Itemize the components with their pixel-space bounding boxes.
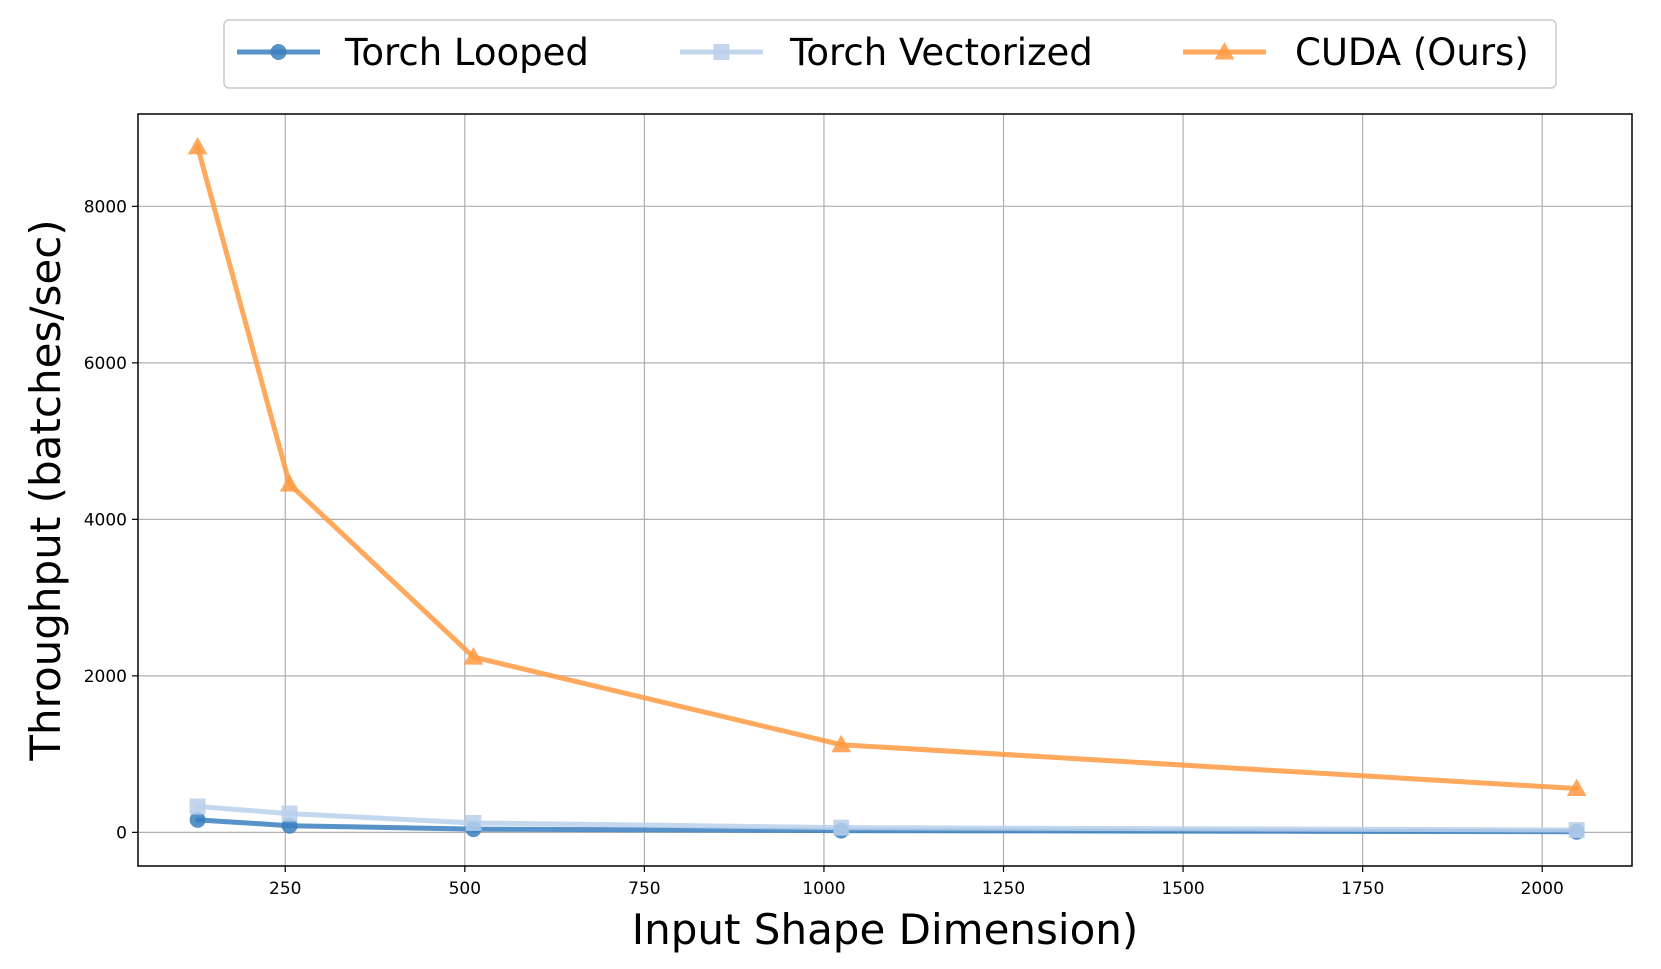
- legend-box: [223, 19, 1557, 89]
- legend-label: CUDA (Ours): [1295, 31, 1529, 74]
- legend-swatch-marker: [1214, 41, 1235, 60]
- y-tick-label: 6000: [84, 354, 127, 374]
- legend-label: Torch Vectorized: [789, 31, 1093, 74]
- data-point-cuda-ours: [187, 136, 208, 155]
- y-tick-label: 0: [116, 823, 127, 843]
- legend-label: Torch Looped: [344, 31, 589, 74]
- series-markers: [187, 136, 1587, 840]
- x-tick-label: 1750: [1341, 879, 1384, 899]
- data-point-cuda-ours: [831, 734, 852, 753]
- x-axis-ticks: 250 500 750 1000 1250 1500 1750 2000: [269, 866, 1564, 899]
- x-tick-label: 250: [269, 879, 301, 899]
- legend: Torch Looped Torch Vectorized CUDA (Ours): [223, 19, 1557, 89]
- data-point-torch-vectorized: [281, 805, 298, 822]
- data-point-cuda-ours: [1566, 778, 1587, 797]
- x-tick-label: 1500: [1161, 879, 1204, 899]
- y-axis-ticks: 0 2000 4000 6000 8000: [84, 197, 138, 843]
- data-point-cuda-ours: [279, 474, 300, 492]
- legend-swatch-marker: [713, 44, 730, 60]
- x-tick-label: 1000: [802, 879, 845, 899]
- legend-entry-torch-looped: Torch Looped: [237, 31, 589, 74]
- series-lines: [195, 144, 1580, 835]
- x-tick-label: 1250: [982, 879, 1025, 899]
- x-tick-label: 2000: [1521, 879, 1564, 899]
- y-tick-label: 2000: [84, 667, 127, 687]
- x-tick-label: 500: [449, 879, 481, 899]
- y-axis-label: Throughput (batches/sec): [21, 219, 70, 761]
- data-point-torch-vectorized: [1568, 822, 1585, 839]
- y-tick-label: 4000: [84, 510, 127, 530]
- x-axis-label: Input Shape Dimension): [632, 905, 1139, 954]
- data-point-cuda-ours: [463, 647, 484, 665]
- legend-swatch-marker: [270, 44, 287, 60]
- x-tick-label: 750: [628, 879, 660, 899]
- data-point-torch-vectorized: [465, 814, 482, 831]
- data-point-torch-looped: [189, 811, 206, 828]
- data-point-torch-vectorized: [189, 798, 206, 815]
- legend-entry-torch-vectorized: Torch Vectorized: [680, 31, 1093, 74]
- grid: [138, 114, 1632, 866]
- y-tick-label: 8000: [84, 197, 127, 217]
- data-point-torch-vectorized: [833, 819, 850, 836]
- legend-entry-cuda-ours: CUDA (Ours): [1183, 31, 1529, 74]
- series-line-cuda-ours: [195, 144, 1580, 792]
- plot-frame: [137, 113, 1633, 867]
